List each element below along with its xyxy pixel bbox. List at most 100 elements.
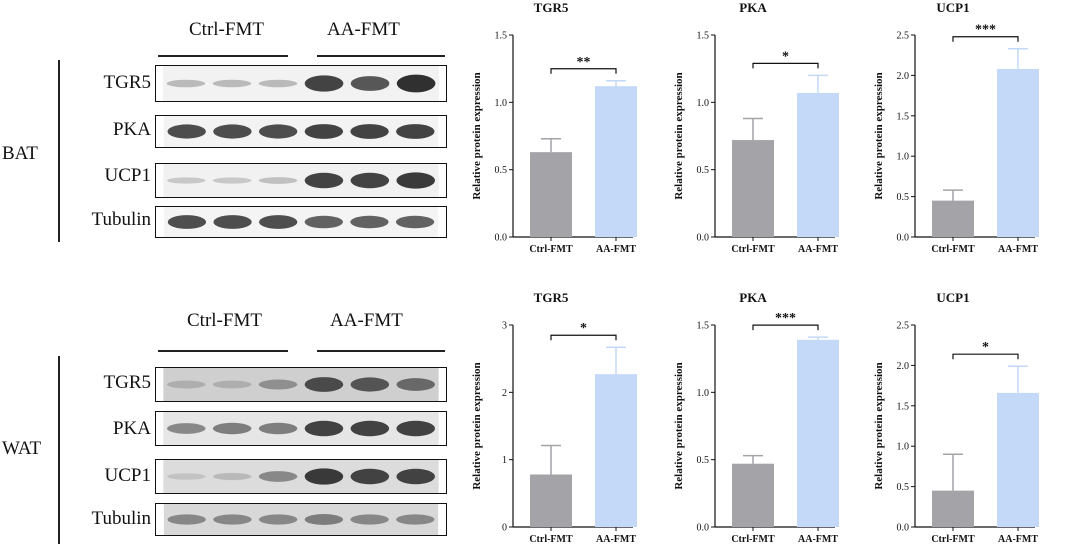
blot-band bbox=[167, 177, 206, 184]
significance-bracket bbox=[752, 62, 819, 69]
blot-background bbox=[163, 164, 439, 197]
significance-bracket bbox=[952, 36, 1019, 42]
x-tick-label: AA-FMT bbox=[998, 244, 1038, 255]
x-tick-label: AA-FMT bbox=[596, 534, 636, 545]
y-axis-label: Relative protein expression bbox=[673, 72, 685, 199]
wat-blot-tubulin bbox=[155, 503, 447, 536]
blot-background bbox=[163, 460, 439, 493]
bar bbox=[932, 490, 974, 527]
blot-band bbox=[396, 378, 435, 391]
y-tick-label: 0.5 bbox=[495, 165, 508, 176]
blot-band bbox=[350, 215, 389, 229]
chart-title: TGR5 bbox=[534, 290, 569, 305]
y-tick-label: 1.0 bbox=[697, 98, 710, 109]
bar-chart-wat-ucp1: UCP1 Relative protein expression 0.0 0.5 1.0… bbox=[873, 290, 1039, 545]
y-tick-label: 1.5 bbox=[697, 31, 710, 42]
y-tick-label: 1.5 bbox=[897, 111, 910, 122]
blot-band bbox=[167, 473, 206, 480]
blot-band bbox=[396, 74, 436, 93]
wat-bracket-line bbox=[58, 356, 60, 544]
bat-row-label-ucp1: UCP1 bbox=[104, 165, 151, 186]
bar bbox=[530, 474, 572, 527]
blot-band bbox=[350, 76, 390, 91]
wat-blot-ucp1 bbox=[155, 459, 447, 494]
bar bbox=[797, 339, 839, 527]
y-tick-label: 0 bbox=[502, 523, 507, 534]
significance-bracket bbox=[550, 68, 617, 74]
x-tick-label: Ctrl-FMT bbox=[931, 534, 975, 545]
x-tick-label: Ctrl-FMT bbox=[529, 244, 573, 255]
blot-background bbox=[163, 116, 439, 147]
blot-band bbox=[258, 379, 298, 390]
bat-row-label-pka: PKA bbox=[112, 119, 151, 140]
significance-label: *** bbox=[775, 311, 796, 326]
bat-row-label-tgr5: TGR5 bbox=[103, 72, 152, 93]
y-tick-label: 1.0 bbox=[897, 152, 910, 163]
bat-blot-tgr5 bbox=[155, 65, 447, 102]
blot-band bbox=[350, 468, 390, 485]
y-tick-label: 3 bbox=[502, 321, 507, 332]
wat-blot-tgr5 bbox=[155, 367, 447, 402]
bar bbox=[530, 152, 572, 237]
bar bbox=[997, 68, 1039, 237]
bar-chart-wat-pka: PKA Relative protein expression 0.0 0.5 1.0 1… bbox=[673, 290, 839, 545]
y-axis-label: Relative protein expression bbox=[471, 72, 483, 199]
wat-row-label-tubulin: Tubulin bbox=[91, 508, 152, 529]
blot-band bbox=[304, 124, 344, 139]
x-tick-label: AA-FMT bbox=[998, 534, 1038, 545]
blot-band bbox=[304, 377, 344, 392]
bar bbox=[595, 374, 637, 527]
blot-band bbox=[304, 514, 344, 525]
blot-band bbox=[258, 79, 298, 88]
y-axis-label: Relative protein expression bbox=[873, 72, 885, 199]
y-tick-label: 0.0 bbox=[697, 523, 710, 534]
y-tick-label: 2 bbox=[502, 388, 507, 399]
blot-band bbox=[212, 422, 252, 435]
y-tick-label: 0.5 bbox=[897, 482, 910, 493]
significance-bracket bbox=[550, 334, 617, 341]
blot-band bbox=[396, 514, 435, 525]
y-tick-label: 1 bbox=[502, 455, 507, 466]
y-tick-label: 1.5 bbox=[697, 321, 710, 332]
blot-background bbox=[163, 368, 439, 401]
bat-group-line-aa bbox=[317, 55, 445, 57]
x-tick-label: AA-FMT bbox=[798, 244, 838, 255]
y-tick-label: 0.5 bbox=[697, 455, 710, 466]
chart-title: TGR5 bbox=[534, 0, 569, 15]
bar bbox=[732, 140, 774, 237]
significance-label: * bbox=[982, 340, 989, 355]
bar bbox=[797, 92, 839, 237]
x-tick-label: Ctrl-FMT bbox=[529, 534, 573, 545]
blot-band bbox=[213, 514, 252, 525]
blot-band bbox=[396, 468, 435, 485]
wat-row-label-pka: PKA bbox=[112, 418, 151, 439]
blot-band bbox=[167, 215, 207, 229]
blot-band bbox=[212, 380, 252, 389]
x-tick-label: AA-FMT bbox=[798, 534, 838, 545]
section-label-wat: WAT bbox=[2, 438, 42, 459]
blot-background bbox=[162, 66, 440, 101]
bat-row-label-tubulin: Tubulin bbox=[91, 209, 152, 230]
blot-band bbox=[304, 172, 344, 189]
bar bbox=[732, 463, 774, 527]
blot-band bbox=[167, 514, 206, 525]
bat-blot-tubulin bbox=[155, 206, 447, 238]
y-axis-label: Relative protein expression bbox=[673, 362, 685, 489]
blot-background bbox=[164, 207, 438, 237]
bat-blot-pka bbox=[155, 115, 447, 148]
blot-band bbox=[350, 377, 390, 392]
blot-band bbox=[258, 471, 298, 482]
blot-band bbox=[395, 215, 435, 229]
blot-band bbox=[258, 177, 298, 184]
bat-blot-ucp1 bbox=[155, 163, 447, 198]
wat-group-line-aa bbox=[317, 350, 445, 352]
wat-blot-pka bbox=[155, 411, 447, 446]
bar-chart-wat-tgr5: TGR5 Relative protein expression 0 1 2 3 Ctrl-… bbox=[471, 290, 637, 545]
significance-label: * bbox=[580, 321, 587, 336]
y-tick-label: 0.0 bbox=[697, 233, 710, 244]
bat-group-label-aa: AA-FMT bbox=[327, 19, 400, 40]
y-tick-label: 0.0 bbox=[495, 233, 508, 244]
blot-band bbox=[304, 420, 344, 437]
blot-band bbox=[212, 472, 252, 481]
significance-label: * bbox=[782, 49, 789, 64]
